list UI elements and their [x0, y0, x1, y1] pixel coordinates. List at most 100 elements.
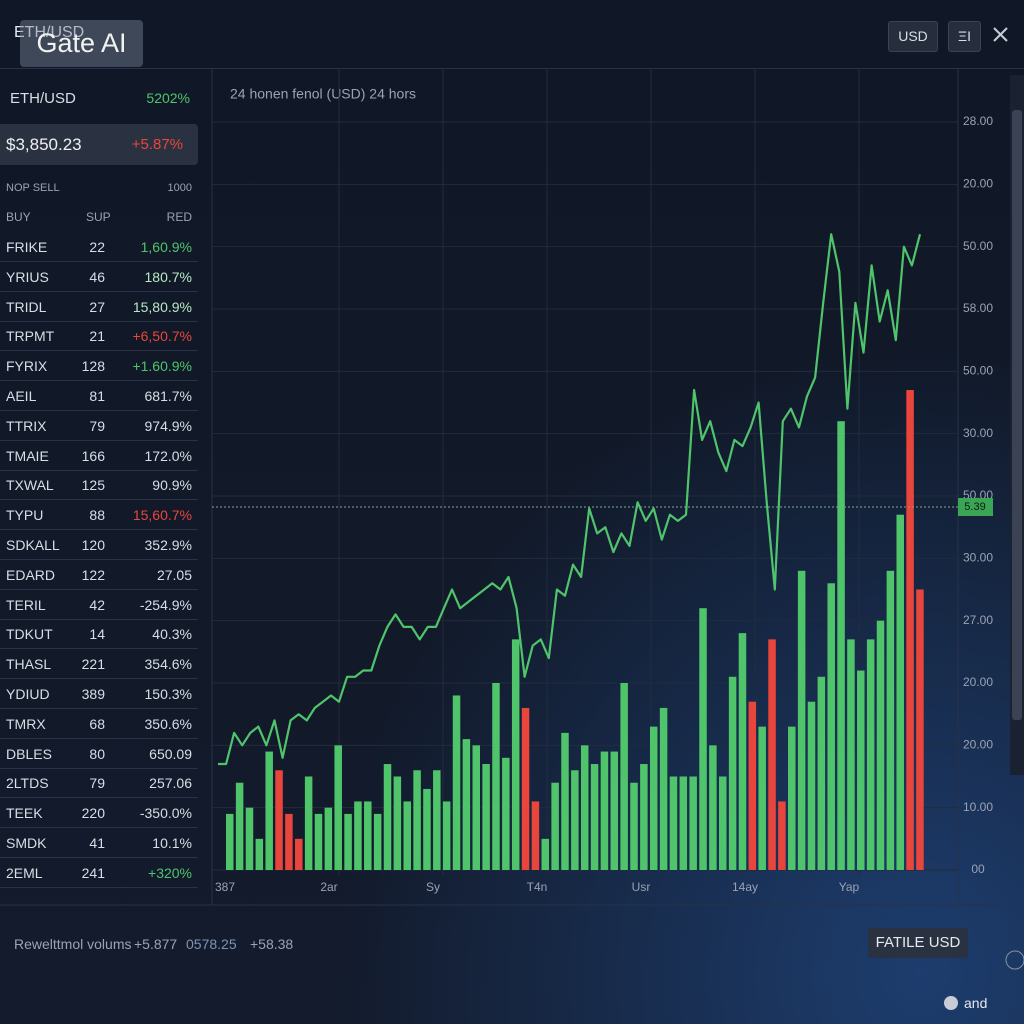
volume-bar — [758, 726, 766, 870]
volume-bar — [896, 514, 904, 870]
volume-bar — [433, 770, 441, 870]
scroll-thumb[interactable] — [1012, 110, 1022, 720]
volume-bar — [482, 764, 490, 870]
asset-qty: 46 — [89, 268, 105, 285]
asset-qty: 79 — [89, 775, 105, 792]
volume-bar — [344, 813, 352, 870]
current-price-label: 5.39 — [964, 501, 985, 513]
volume-bar — [659, 707, 668, 870]
footer-button[interactable]: FATILE USD — [868, 928, 968, 958]
asset-name: TRPMT — [6, 328, 55, 345]
price-change: +5.87% — [131, 136, 183, 153]
volume-bar — [827, 583, 835, 870]
asset-name: TMRX — [6, 715, 46, 732]
y-tick-label: 58.00 — [963, 301, 993, 315]
y-tick-label: 30.00 — [963, 551, 993, 565]
asset-qty: 128 — [81, 358, 105, 375]
volume-bar — [314, 813, 323, 870]
asset-qty: 81 — [89, 388, 105, 404]
volume-bar — [679, 776, 688, 870]
volume-bar — [295, 838, 303, 870]
column-header: RED — [166, 210, 192, 224]
badge-text: and — [964, 995, 988, 1011]
asset-qty: 22 — [89, 239, 105, 255]
volume-bar — [571, 770, 579, 870]
asset-change: 90.9% — [152, 477, 192, 494]
currency-button[interactable]: USD — [888, 21, 938, 52]
asset-row[interactable]: SMDK 41 10.1% — [0, 828, 198, 858]
volume-bar — [817, 676, 826, 870]
asset-row[interactable]: TYPU 88 15,60.7% — [0, 500, 198, 531]
asset-name: 2LTDS — [6, 775, 49, 792]
asset-name: TTRIX — [6, 417, 47, 434]
asset-change: 172.0% — [144, 447, 192, 464]
menu-button[interactable]: ΞI — [948, 21, 981, 52]
chart-title: 24 honen fenol (USD) 24 hors — [230, 86, 416, 102]
asset-row[interactable]: TTRIX 79 974.9% — [0, 411, 198, 441]
price-box — [0, 124, 198, 165]
asset-row[interactable]: TMAIE 166 172.0% — [0, 441, 198, 471]
volume-bar — [551, 782, 559, 870]
volume-bar — [561, 732, 569, 870]
volume-bar — [393, 776, 402, 870]
asset-change: 10.1% — [152, 835, 192, 851]
asset-row[interactable]: FRIKE 22 1,60.9% — [0, 232, 198, 262]
y-tick-label: 27.00 — [963, 613, 993, 627]
volume-bar — [797, 570, 806, 870]
asset-row[interactable]: YDIUD 389 150.3% — [0, 679, 198, 709]
asset-row[interactable]: TXWAL 125 90.9% — [0, 470, 198, 501]
close-icon[interactable] — [993, 27, 1008, 42]
asset-qty: 220 — [81, 805, 105, 822]
asset-name: TEEK — [6, 805, 43, 822]
x-tick-label: 387 — [215, 880, 235, 894]
asset-name: TERIL — [6, 596, 46, 613]
x-tick-label: 14ay — [732, 880, 758, 894]
asset-row[interactable]: 2LTDS 79 257.06 — [0, 768, 198, 799]
volume-bar — [235, 782, 244, 870]
asset-row[interactable]: THASL 221 354.6% — [0, 649, 198, 680]
asset-row[interactable]: TRIDL 27 15,80.9% — [0, 292, 198, 322]
volume-bar — [620, 683, 628, 870]
volume-bar — [521, 707, 530, 870]
asset-row[interactable]: SDKALL 120 352.9% — [0, 530, 198, 560]
asset-qty: 221 — [81, 656, 105, 673]
y-tick-label: 20.00 — [963, 177, 993, 191]
asset-row[interactable]: AEIL 81 681.7% — [0, 381, 198, 411]
asset-name: TDKUT — [6, 626, 53, 643]
asset-qty: 241 — [81, 864, 105, 881]
volume-bar — [255, 838, 264, 870]
asset-row[interactable]: YRIUS 46 180.7% — [0, 262, 198, 292]
y-tick-label: 20.00 — [963, 738, 993, 752]
asset-qty: 27 — [89, 298, 105, 315]
asset-change: -350.0% — [139, 805, 192, 822]
asset-row[interactable]: EDARD 122 27.05 — [0, 560, 198, 590]
volume-bar — [226, 813, 234, 870]
asset-row[interactable]: 2EML 241 +320% — [0, 858, 198, 888]
asset-name: 2EML — [6, 864, 43, 881]
volume-bar — [452, 695, 461, 870]
asset-name: TRIDL — [6, 298, 47, 315]
volume-bar — [649, 726, 658, 870]
footer-value: 0578.25 — [186, 936, 237, 952]
asset-row[interactable]: FYRIX 128 +1.60.9% — [0, 351, 198, 382]
asset-row[interactable]: TERIL 42 -254.9% — [0, 590, 198, 620]
x-tick-label: T4n — [527, 880, 548, 894]
footer-value: +5.877 — [134, 936, 178, 952]
asset-name: EDARD — [6, 566, 56, 583]
list-header: NOP SELL — [6, 182, 60, 194]
volume-bar — [462, 739, 471, 870]
volume-bar — [413, 770, 421, 870]
asset-row[interactable]: TDKUT 14 40.3% — [0, 619, 198, 650]
asset-row[interactable]: DBLES 80 650.09 — [0, 739, 198, 769]
asset-change: 1,60.9% — [140, 239, 192, 255]
asset-name: AEIL — [6, 388, 37, 404]
asset-change: 27.05 — [156, 566, 192, 583]
asset-name: THASL — [6, 656, 52, 673]
asset-row[interactable]: TRPMT 21 +6,50.7% — [0, 321, 198, 352]
y-tick-label: 00 — [971, 862, 985, 876]
volume-bar — [304, 776, 313, 870]
asset-row[interactable]: TEEK 220 -350.0% — [0, 798, 198, 829]
asset-row[interactable]: TMRX 68 350.6% — [0, 709, 198, 739]
volume-bar — [866, 639, 875, 870]
volume-bar — [738, 633, 747, 870]
